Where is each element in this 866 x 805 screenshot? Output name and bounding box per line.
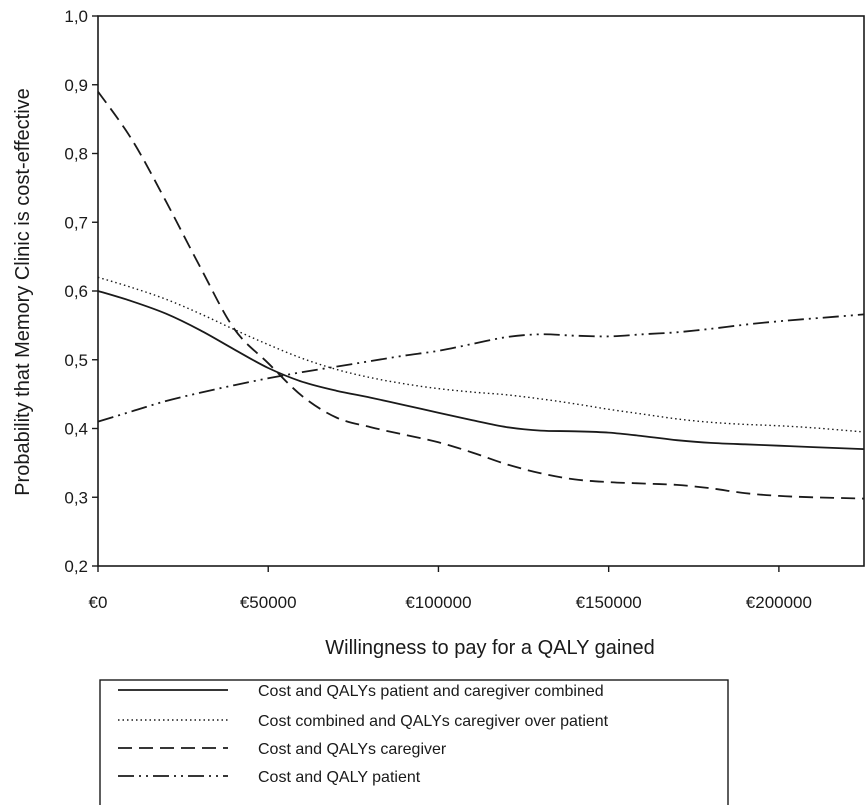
x-tick-label: €150000 <box>576 593 642 612</box>
y-tick-label: 0,8 <box>64 145 88 164</box>
y-axis-ticks: 0,2 0,3 0,4 0,5 0,6 0,7 0,8 0,9 1,0 <box>64 7 98 576</box>
y-tick-label: 1,0 <box>64 7 88 26</box>
plot-area <box>97 15 865 567</box>
x-axis-ticks: €0 €50000 €100000 €150000 €200000 <box>89 566 812 612</box>
series-lines <box>97 91 865 500</box>
x-tick-label: €0 <box>89 593 108 612</box>
y-tick-label: 0,3 <box>64 488 88 507</box>
series-line-solid <box>97 290 865 450</box>
y-tick-label: 0,4 <box>64 420 88 439</box>
series-line-dashed <box>97 91 865 500</box>
x-tick-label: €50000 <box>240 593 297 612</box>
y-tick-label: 0,9 <box>64 76 88 95</box>
legend-label: Cost and QALYs caregiver <box>258 741 447 758</box>
y-axis-title: Probability that Memory Clinic is cost-e… <box>12 88 34 496</box>
series-line-dotted <box>97 276 865 433</box>
y-tick-label: 0,7 <box>64 213 88 232</box>
y-tick-label: 0,6 <box>64 282 88 301</box>
x-axis-title: Willingness to pay for a QALY gained <box>325 637 654 659</box>
legend-label: Cost combined and QALYs caregiver over p… <box>258 713 609 730</box>
x-tick-label: €200000 <box>746 593 812 612</box>
legend-box <box>99 679 729 805</box>
legend-label: Cost and QALY patient <box>258 769 421 786</box>
y-tick-label: 0,5 <box>64 351 88 370</box>
y-tick-label: 0,2 <box>64 557 88 576</box>
x-tick-label: €100000 <box>405 593 471 612</box>
legend: Cost and QALYs patient and caregiver com… <box>99 679 729 805</box>
legend-label: Cost and QALYs patient and caregiver com… <box>258 683 604 700</box>
series-line-dashdotdot <box>97 313 865 423</box>
plot-frame <box>97 15 865 567</box>
